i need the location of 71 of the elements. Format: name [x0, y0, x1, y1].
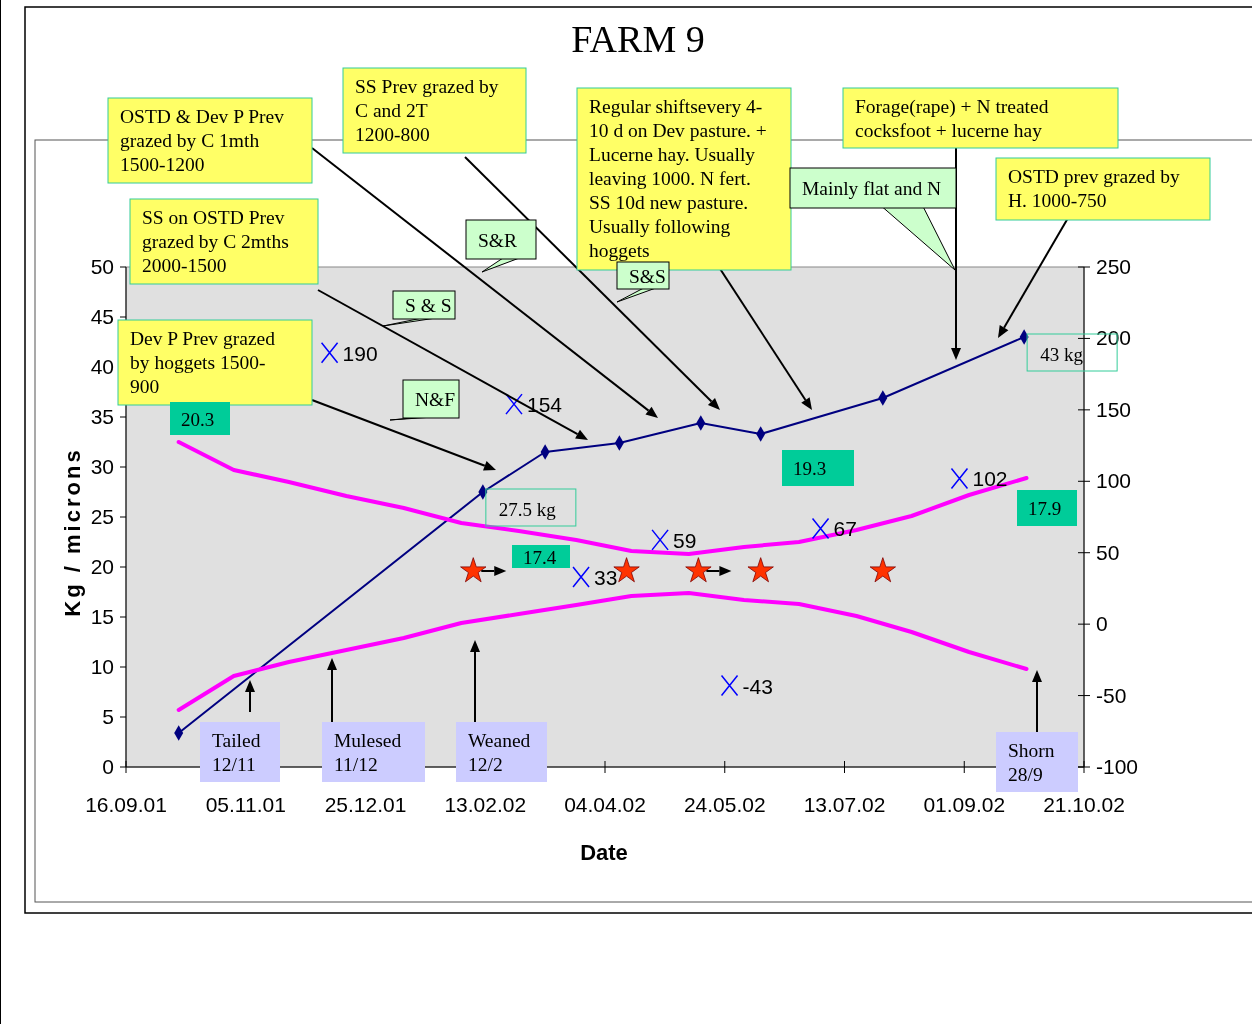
y2-tick-label: 250	[1096, 255, 1132, 278]
text: Regular shiftsevery 4- 10 d on Dev pasture. + Lucerne hay. Usually leaving 1000. N fert. SS 10d new pasture. Usually following hoggets	[589, 96, 767, 261]
x-tick-label: 16.09.01	[85, 793, 167, 816]
x-tick-label: 04.04.02	[564, 793, 646, 816]
y-tick-label: 40	[90, 355, 114, 378]
annotation: Shorn 28/9	[1008, 740, 1055, 785]
point	[720, 674, 739, 697]
text: Mainly flat and N	[802, 178, 942, 199]
annotation: Tailed 12/11	[212, 730, 261, 775]
text: OSTD & Dev P Prev grazed by C 1mth 1500-1200	[120, 106, 285, 175]
chart-title: FARM 9	[571, 18, 705, 60]
line-series	[176, 591, 1029, 712]
data-label: 33	[594, 566, 618, 589]
point	[460, 557, 487, 583]
data-label: 59	[673, 528, 697, 552]
y-axis-title: Kg / microns	[60, 447, 85, 617]
point	[869, 557, 896, 583]
annotation: SS on OSTD Prev grazed by C 2mths 2000-1500	[142, 207, 289, 276]
x-axis-title: Date	[580, 840, 628, 865]
x-tick-label: 05.11.01	[205, 793, 286, 816]
text: Forage(rape) + N treated cocksfoot + lucerne hay	[855, 96, 1049, 141]
y-tick-label: 25	[90, 505, 114, 528]
y-tick-label: 10	[90, 655, 114, 678]
x-tick-label: 13.07.02	[803, 793, 886, 816]
y2-tick-label: 100	[1096, 469, 1132, 493]
y-tick-label: 45	[90, 305, 114, 328]
data-label: 102	[972, 467, 1008, 491]
point	[651, 529, 669, 551]
annotation: 19.3	[793, 458, 827, 479]
annotation: 27.5 kg	[498, 499, 557, 520]
y2-tick-label: -50	[1096, 683, 1127, 707]
y-tick-label: 20	[90, 555, 114, 578]
y-tick-label: 15	[90, 605, 114, 628]
data-label: -43	[742, 674, 773, 698]
y2-tick-label: 200	[1096, 326, 1132, 350]
text: OSTD prev grazed by H. 1000-750	[1008, 166, 1180, 211]
annotation: Dev P Prev grazed by hoggets 1500- 900	[130, 328, 276, 397]
x-tick-label: 21.10.02	[1043, 793, 1125, 816]
x-tick-label: 25.12.01	[324, 793, 407, 816]
text: SS Prev grazed by C and 2T 1200-800	[355, 76, 499, 145]
y2-tick-label: -100	[1096, 755, 1139, 778]
point	[950, 467, 969, 490]
annotation: N&F	[415, 389, 456, 410]
y-tick-label: 35	[90, 405, 114, 428]
data-label: 154	[526, 393, 563, 417]
point	[320, 341, 339, 364]
x-tick-label: 13.02.02	[444, 793, 527, 816]
y-tick-label: 30	[90, 455, 114, 478]
y-tick-label: 50	[90, 255, 114, 278]
x-tick-label: 24.05.02	[683, 793, 766, 816]
point	[505, 393, 523, 415]
y2-tick-label: 0	[1096, 612, 1108, 636]
data-label: 190	[342, 341, 378, 365]
annotation: Mulesed 11/12	[334, 730, 402, 775]
y2-tick-label: 150	[1096, 397, 1132, 421]
point	[747, 557, 774, 583]
annotation: 17.9	[1028, 498, 1062, 519]
annotation: S & S	[405, 295, 452, 316]
point	[811, 517, 830, 540]
point	[572, 566, 590, 588]
y-tick-label: 0	[102, 755, 114, 778]
y2-tick-label: 50	[1096, 540, 1120, 564]
y-tick-label: 5	[102, 705, 114, 728]
annotation: 43 kg	[1040, 344, 1084, 365]
point	[685, 557, 712, 583]
annotation: 20.3	[181, 408, 215, 430]
text: S&R	[478, 229, 518, 251]
annotation: 17.4	[523, 546, 557, 568]
x-tick-label: 01.09.02	[923, 793, 1006, 816]
annotation: Weaned 12/2	[468, 730, 531, 775]
annotation: S&S	[629, 265, 666, 287]
